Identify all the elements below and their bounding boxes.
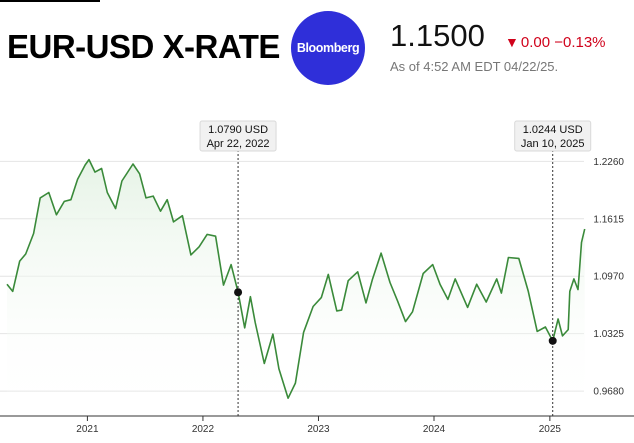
page-title: EUR-USD X-RATE	[7, 28, 280, 65]
annotation-box	[199, 120, 277, 152]
x-tick-label: 2025	[539, 424, 562, 435]
x-tick-label: 2022	[192, 424, 215, 435]
area-layer	[7, 159, 585, 416]
series-area	[7, 159, 585, 416]
x-tick-label: 2024	[423, 424, 446, 435]
as-of-timestamp: As of 4:52 AM EDT 04/22/25.	[390, 59, 559, 74]
y-tick-label: 1.1615	[593, 214, 624, 225]
y-tick-label: 1.2260	[593, 157, 624, 168]
x-axis: 2021 2022 2023 2024 2025	[0, 415, 634, 435]
annotation-point[interactable]	[234, 288, 243, 297]
y-tick-label: 1.0325	[593, 329, 624, 340]
top-rule	[0, 0, 100, 2]
annotations: 1.0790 USD Apr 22, 2022 1.0244 USD Jan 10, …	[199, 120, 592, 416]
logo-text: Bloomberg	[296, 41, 360, 55]
bloomberg-logo[interactable]: Bloomberg	[291, 11, 365, 85]
change-value: 0.00 −0.13%	[520, 34, 606, 51]
y-tick-label: 1.0970	[593, 272, 624, 283]
annotation-box	[514, 120, 592, 152]
down-arrow-icon: ▼	[505, 34, 519, 50]
current-price: 1.1500	[390, 18, 485, 53]
annotation-value: 1.0790 USD	[208, 124, 268, 136]
annotation-date: Apr 22, 2022	[207, 138, 270, 150]
y-tick-label: 0.9680	[593, 387, 624, 398]
y-axis: 1.2260 1.1615 1.0970 1.0325 0.9680	[593, 157, 624, 398]
x-tick-label: 2021	[76, 424, 99, 435]
x-tick-label: 2023	[307, 424, 330, 435]
series-layer	[6, 158, 586, 399]
series-line	[6, 158, 586, 399]
annotation-point[interactable]	[548, 336, 557, 345]
annotation-date: Jan 10, 2025	[521, 138, 585, 150]
price-change: ▼ 0.00 −0.13%	[505, 35, 606, 50]
annotation-value: 1.0244 USD	[523, 124, 583, 136]
